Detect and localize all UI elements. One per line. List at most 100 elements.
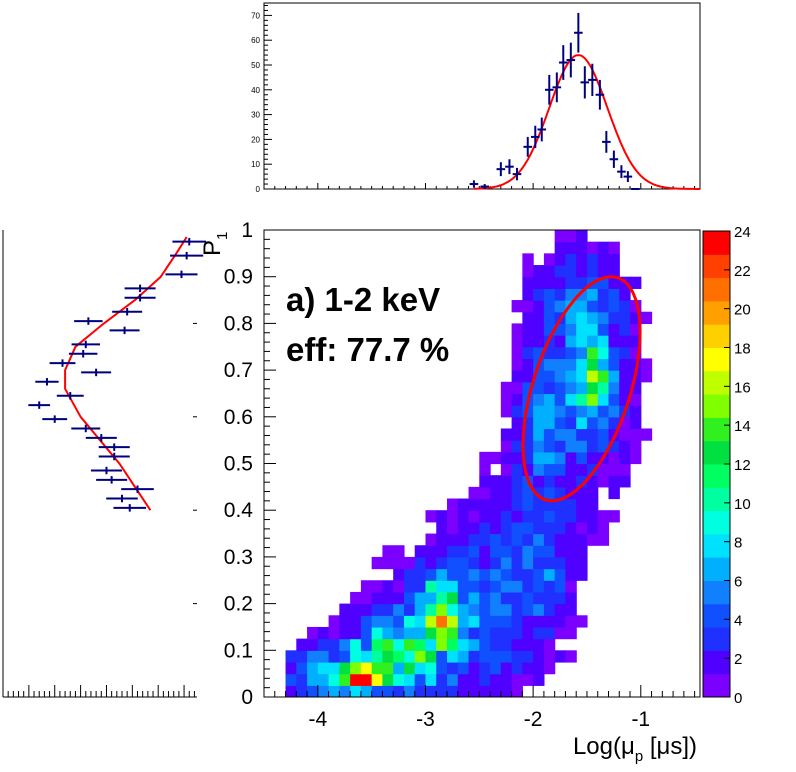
heatmap-cell [403,556,416,570]
heatmap-cell [543,591,556,605]
heatmap-cell [511,358,523,371]
heatmap-cell [511,346,523,360]
heatmap-cell [328,650,340,663]
heatmap-cell [543,300,556,313]
heatmap-cell [597,311,610,324]
heatmap-cell [543,451,556,465]
heatmap-cell [371,650,384,663]
heatmap-cell [554,615,567,628]
heatmap-cell [511,650,523,663]
heatmap-cell [554,521,567,535]
heatmap-cell [360,615,373,628]
heatmap-cell [554,253,567,266]
heatmap-cell [554,405,567,418]
heatmap-cell [511,545,523,558]
heatmap-cell [554,510,567,523]
heatmap-cell [490,580,502,593]
heatmap-cell [630,381,642,395]
heatmap-cell [360,591,373,605]
heatmap-cell [479,556,491,570]
heatmap-cell [490,615,502,628]
heatmap-cell [543,323,556,336]
heatmap-cell [436,673,448,686]
top-y-tick-label: 30 [251,111,260,120]
heatmap-cell [608,486,620,500]
heatmap-cell [619,300,631,313]
heatmap-cell [468,591,480,605]
heatmap-cell [543,288,556,301]
heatmap-cell [608,335,620,348]
heatmap-cell [640,311,653,324]
heatmap-cell [576,533,588,546]
heatmap-cell [565,370,577,383]
heatmap-cell [619,335,631,348]
top-y-tick-label: 70 [251,11,260,20]
heatmap-cell [554,230,567,243]
heatmap-cell [414,661,427,675]
heatmap-cell [522,288,534,301]
heatmap-cell [500,650,513,663]
heatmap-cell [554,393,567,406]
heatmap-cell [565,463,577,476]
heatmap-cell [490,685,502,697]
main-heatmap-plot: -4 -3 -2 -1 0 0.1 0.2 0.3 0.4 0.5 0.6 0.7 0.8 0.9 1 a… [199,219,701,765]
heatmap-cell [619,393,631,406]
heatmap-cell [619,475,631,488]
y-label-main-part: P [199,240,226,256]
heatmap-cell [630,393,642,406]
heatmap-cell [554,650,567,663]
heatmap-cell [586,335,599,348]
heatmap-cell [339,661,351,675]
annotation-efficiency: eff: 77.7 % [286,331,449,368]
heatmap-cell [350,615,362,628]
heatmap-cell [360,580,373,593]
heatmap-cell [586,253,599,266]
heatmap-cell [533,451,545,465]
heatmap-cell [490,661,502,675]
heatmap-cell [500,510,513,523]
heatmap-cell [533,615,545,628]
colorbar-swatch [703,394,730,418]
heatmap-cell [457,685,470,697]
colorbar-swatch [703,557,730,581]
y-tick-label: 0.6 [224,406,253,429]
heatmap-cell [490,486,502,500]
heatmap-cell [468,685,480,697]
heatmap-cell [533,486,545,500]
heatmap-cell [597,405,610,418]
heatmap-cell [425,626,437,640]
heatmap-cell [511,428,523,441]
heatmap-cell [576,358,588,371]
heatmap-cell [511,498,523,511]
heatmap-cell [586,451,599,465]
heatmap-cell [500,521,513,535]
colorbar-tick-label: 2 [734,651,742,668]
colorbar-tick-label: 4 [734,612,742,629]
heatmap-cell [608,276,620,289]
heatmap-cell [565,615,577,628]
heatmap-cell [630,428,642,441]
heatmap-cell [457,673,470,686]
heatmap-cell [586,405,599,418]
heatmap-cell [468,510,480,523]
heatmap-cell [630,276,642,289]
heatmap-cell [479,626,491,640]
top-plot-axes: 0 10 20 30 40 50 60 70 [251,4,696,194]
heatmap-cell [500,545,513,558]
heatmap-cell [371,661,384,675]
colorbar-swatch [703,627,730,651]
heatmap-cell [597,463,610,476]
colorbar-swatch [703,487,730,512]
heatmap-cell [500,405,513,418]
heatmap-cell [457,545,470,558]
heatmap-cell [393,556,405,570]
colorbar-swatch [703,254,730,279]
heatmap-cell [468,556,480,570]
heatmap-cell [500,451,513,465]
heatmap-cell [522,370,534,383]
heatmap-cell [457,533,470,546]
heatmap-cell [586,510,599,523]
y-tick-label: 0.7 [224,359,253,382]
heatmap-cell [533,673,545,686]
heatmap-cell [565,580,577,593]
